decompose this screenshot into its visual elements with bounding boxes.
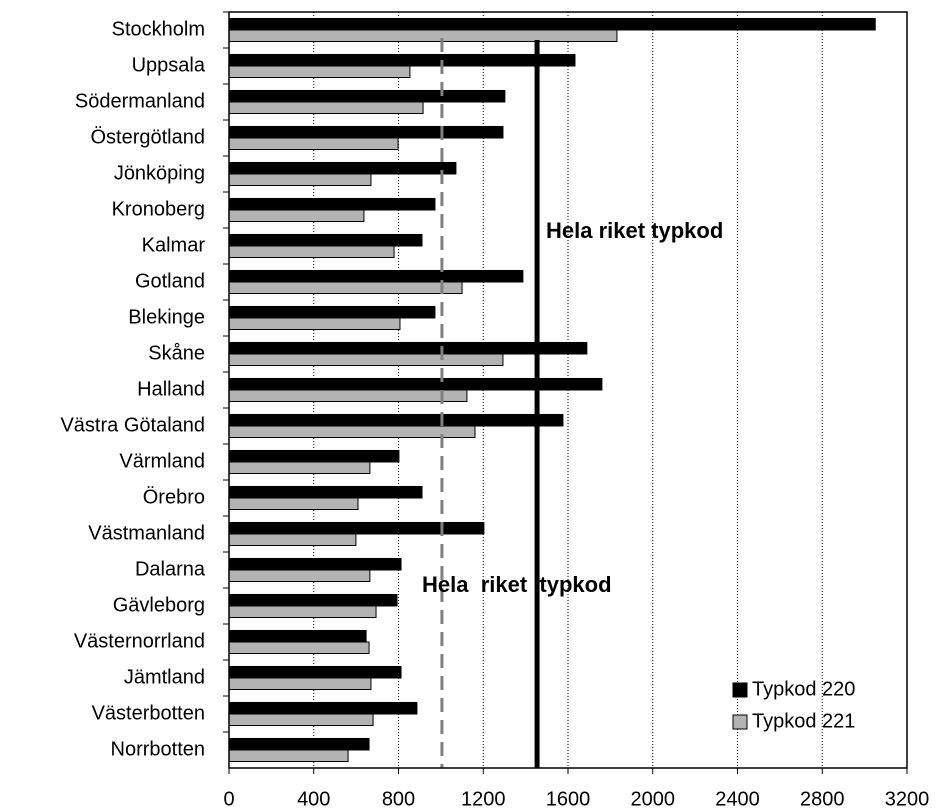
bar [228, 749, 349, 763]
bar [228, 269, 524, 283]
y-tick-label: Halland [137, 378, 205, 400]
bar [228, 461, 371, 475]
x-tick-label: 800 [382, 788, 415, 810]
y-tick-label: Kalmar [142, 234, 206, 256]
y-tick-label: Gävleborg [113, 594, 205, 616]
bar [228, 101, 424, 115]
bar [228, 281, 463, 295]
annotation: Hela riket typkod [546, 218, 723, 243]
bar [228, 677, 372, 691]
x-tick-label: 1200 [461, 788, 506, 810]
plot-border [228, 11, 908, 769]
bar [228, 233, 423, 247]
bar [228, 53, 576, 67]
bar [228, 89, 506, 103]
bar [228, 605, 377, 619]
bar [228, 737, 370, 751]
bar [228, 449, 400, 463]
bar [228, 485, 423, 499]
bar [228, 665, 402, 679]
x-tick-label: 2800 [800, 788, 845, 810]
bar [228, 701, 418, 715]
bar [228, 593, 398, 607]
x-tick-label: 3200 [885, 788, 930, 810]
legend-swatch [732, 682, 748, 698]
bar [228, 245, 395, 259]
bar [228, 17, 876, 31]
y-tick-label: Västmanland [88, 522, 205, 544]
y-tick-label: Jämtland [124, 666, 205, 688]
y-tick-label: Västernorrland [74, 630, 205, 652]
y-tick-label: Västerbotten [92, 702, 205, 724]
bar [228, 533, 357, 547]
bar [228, 341, 588, 355]
bar [228, 317, 401, 331]
y-tick-label: Uppsala [132, 54, 206, 76]
bar [228, 557, 402, 571]
bar [228, 629, 367, 643]
bar [228, 389, 468, 403]
y-tick-label: Västra Götaland [60, 414, 205, 436]
legend-swatch [732, 714, 748, 730]
bar [228, 305, 436, 319]
x-tick-label: 0 [223, 788, 234, 810]
bar [228, 497, 359, 511]
legend-label: Typkod 221 [752, 710, 855, 732]
y-tick-label: Jönköping [114, 162, 205, 184]
y-tick-label: Blekinge [128, 306, 205, 328]
bar [228, 377, 603, 391]
bar [228, 413, 564, 427]
bar [228, 209, 365, 223]
y-tick-label: Skåne [148, 342, 205, 364]
bar [228, 65, 411, 79]
y-tick-label: Östergötland [90, 126, 205, 148]
annotation: Hela riket typkod [422, 572, 612, 597]
bar [228, 713, 374, 727]
x-tick-label: 1600 [546, 788, 591, 810]
bar [228, 425, 476, 439]
bar [228, 521, 485, 535]
y-tick-label: Värmland [119, 450, 205, 472]
x-tick-label: 2400 [715, 788, 760, 810]
x-tick-label: 2000 [631, 788, 676, 810]
bar [228, 197, 436, 211]
bar [228, 137, 399, 151]
y-tick-label: Dalarna [135, 558, 206, 580]
y-tick-label: Kronoberg [112, 198, 205, 220]
bar [228, 353, 504, 367]
bar [228, 125, 504, 139]
y-tick-label: Norrbotten [111, 738, 206, 760]
y-tick-label: Stockholm [112, 18, 205, 40]
bar [228, 569, 371, 583]
y-tick-label: Södermanland [75, 90, 205, 112]
bar [228, 29, 618, 43]
x-tick-label: 400 [297, 788, 330, 810]
bar [228, 173, 372, 187]
legend-label: Typkod 220 [752, 678, 855, 700]
bar [228, 641, 370, 655]
bar [228, 161, 457, 175]
y-tick-label: Gotland [135, 270, 205, 292]
y-tick-label: Örebro [143, 486, 205, 508]
